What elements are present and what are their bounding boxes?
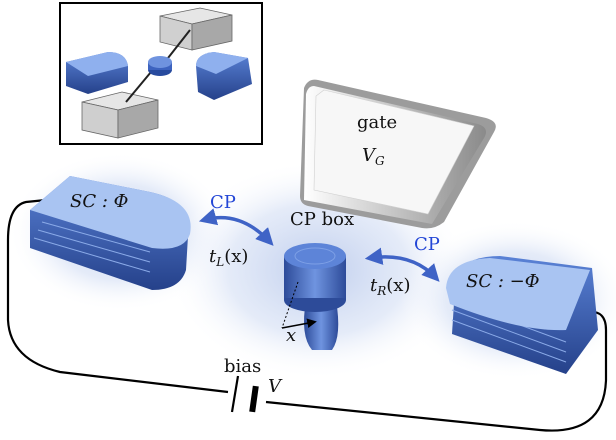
gate-electrode xyxy=(300,79,496,229)
inset-gate-block-bottom xyxy=(81,91,159,139)
sc-right-electrode xyxy=(446,256,598,374)
sc-left-electrode xyxy=(30,176,191,290)
cp-left-arrow xyxy=(198,208,274,246)
cp-right-arrow xyxy=(364,247,440,282)
bias-label: bias xyxy=(224,356,261,377)
t-right-label: tR(x) xyxy=(370,275,410,298)
t-left-label: tL(x) xyxy=(209,246,248,269)
cp-box-island xyxy=(284,243,346,350)
cp-right-label: CP xyxy=(414,234,440,255)
sc-right-label: SC : −Φ xyxy=(466,271,539,292)
inset-panel xyxy=(59,2,263,145)
sc-left-label: SC : Φ xyxy=(70,191,128,212)
cp-left-label: CP xyxy=(210,192,236,213)
inset-gate-block-top xyxy=(159,7,233,51)
gate-label: gate xyxy=(357,112,397,133)
x-coordinate-arrow xyxy=(281,281,317,329)
bias-battery xyxy=(230,375,259,413)
gate-voltage-label: VG xyxy=(362,145,385,168)
cp-box-label: CP box xyxy=(290,209,354,230)
bias-voltage-label: V xyxy=(268,376,283,397)
inset-cp-box xyxy=(148,56,172,76)
bias-circuit-wire xyxy=(6,198,608,432)
inset-sc-left xyxy=(66,52,128,94)
inset-sc-right xyxy=(196,52,252,100)
x-label: x xyxy=(286,325,296,346)
